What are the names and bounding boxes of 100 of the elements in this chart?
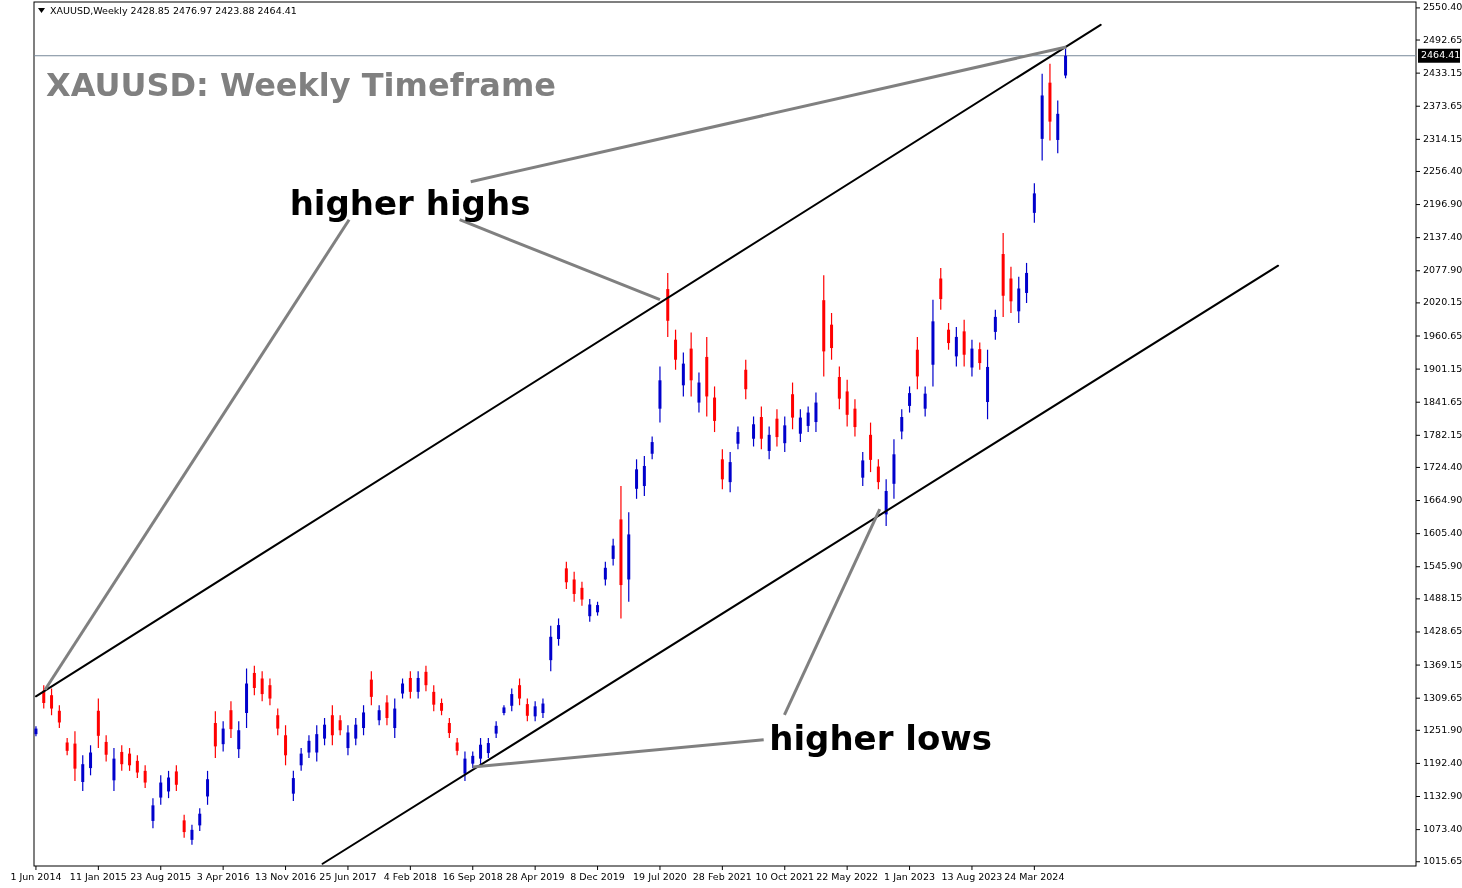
annotation: higher lows xyxy=(769,718,992,759)
candlestick xyxy=(463,750,467,782)
candlestick xyxy=(572,571,576,603)
candlestick xyxy=(837,365,841,410)
candlestick xyxy=(611,538,615,567)
candlestick xyxy=(744,359,748,400)
x-tick-label: 25 Jun 2017 xyxy=(319,871,377,882)
candlestick xyxy=(299,747,303,772)
candlestick xyxy=(260,670,264,702)
x-tick-label: 1 Jun 2014 xyxy=(10,871,62,882)
candlestick xyxy=(510,687,514,712)
candlestick xyxy=(120,744,124,772)
candlestick xyxy=(369,670,373,706)
candlestick xyxy=(416,670,420,700)
x-tick-label: 11 Jan 2015 xyxy=(69,871,127,882)
x-tick-label: 8 Dec 2019 xyxy=(570,871,625,882)
candlestick xyxy=(377,704,381,726)
candlestick xyxy=(791,381,795,430)
candlestick xyxy=(1009,266,1013,314)
candlestick xyxy=(1025,262,1029,304)
candlestick xyxy=(182,814,186,839)
y-tick-label: 1545.90 xyxy=(1423,560,1462,572)
candlestick xyxy=(970,339,974,378)
y-tick-label: 1309.65 xyxy=(1423,691,1462,703)
y-tick-label: 2314.15 xyxy=(1423,132,1462,144)
candlestick xyxy=(923,385,927,418)
x-tick-label: 28 Apr 2019 xyxy=(505,871,565,882)
candlestick xyxy=(362,704,366,736)
candlestick xyxy=(783,415,787,453)
candlestick xyxy=(939,267,943,311)
y-tick-label: 1901.15 xyxy=(1423,362,1462,374)
candlestick xyxy=(276,707,280,736)
y-tick-label: 2256.40 xyxy=(1423,164,1462,176)
y-tick-label: 1073.40 xyxy=(1423,823,1462,835)
candlestick xyxy=(307,734,311,759)
y-tick-label: 1605.40 xyxy=(1423,527,1462,539)
candlestick xyxy=(385,694,389,726)
y-tick-label: 2492.65 xyxy=(1423,33,1462,45)
candlestick xyxy=(151,797,155,829)
candlestick xyxy=(580,581,584,607)
candlestick xyxy=(830,312,834,361)
candlestick xyxy=(736,425,740,450)
x-tick-label: 23 Aug 2015 xyxy=(130,871,192,882)
candlestick xyxy=(697,371,701,414)
candlestick xyxy=(128,747,132,772)
candlestick xyxy=(213,710,217,759)
y-tick-label: 1664.90 xyxy=(1423,494,1462,506)
candlestick xyxy=(728,451,732,493)
candlestick xyxy=(174,764,178,792)
candlestick xyxy=(993,309,997,341)
candlestick xyxy=(252,665,256,696)
candlestick xyxy=(650,435,654,460)
candlestick xyxy=(284,724,288,766)
candlestick xyxy=(143,764,147,789)
y-tick-label: 1841.65 xyxy=(1423,395,1462,407)
x-tick-label: 13 Nov 2016 xyxy=(255,871,316,882)
y-tick-label: 2550.40 xyxy=(1423,1,1462,13)
candlestick xyxy=(541,697,545,719)
candlestick xyxy=(767,425,771,460)
candlestick xyxy=(603,561,607,587)
candlestick xyxy=(1032,182,1036,224)
candlestick xyxy=(346,724,350,756)
x-tick-label: 16 Sep 2018 xyxy=(442,871,503,882)
candlestick xyxy=(479,737,483,766)
candlestick xyxy=(1064,48,1068,79)
y-tick-label: 1132.90 xyxy=(1423,790,1462,802)
candlestick xyxy=(229,700,233,739)
x-tick-label: 13 Aug 2023 xyxy=(941,871,1003,882)
x-tick-label: 1 Jan 2023 xyxy=(884,871,936,882)
candlestick xyxy=(720,448,724,490)
candlestick xyxy=(393,697,397,739)
candlestick xyxy=(549,625,553,672)
candlestick xyxy=(354,717,358,746)
candlestick xyxy=(315,724,319,763)
candlestick xyxy=(681,351,685,398)
candlestick xyxy=(338,714,342,736)
candlestick xyxy=(978,341,982,371)
y-tick-label: 1015.65 xyxy=(1423,855,1462,867)
y-tick-label: 1488.15 xyxy=(1423,592,1462,604)
y-tick-label: 1192.40 xyxy=(1423,756,1462,768)
candlestick xyxy=(424,665,428,692)
candlestick xyxy=(447,717,451,739)
candlestick xyxy=(190,824,194,846)
candlestick xyxy=(237,720,241,759)
candlestick xyxy=(962,319,966,367)
candlestick xyxy=(853,398,857,438)
y-tick-label: 1428.65 xyxy=(1423,625,1462,637)
candlestick xyxy=(198,807,202,832)
y-tick-label: 2137.40 xyxy=(1423,231,1462,243)
candlestick xyxy=(947,322,951,351)
x-tick-label: 10 Oct 2021 xyxy=(755,871,815,882)
candlestick xyxy=(50,687,54,716)
y-tick-label: 2196.90 xyxy=(1423,198,1462,210)
x-tick-label: 22 May 2022 xyxy=(816,871,879,882)
chart-subtitle: XAUUSD,Weekly 2428.85 2476.97 2423.88 2464.41 xyxy=(50,5,297,16)
candlestick xyxy=(221,720,225,752)
candlestick xyxy=(167,770,171,799)
y-tick-label: 2373.65 xyxy=(1423,99,1462,111)
candlestick xyxy=(845,379,849,428)
candlestick xyxy=(642,455,646,497)
